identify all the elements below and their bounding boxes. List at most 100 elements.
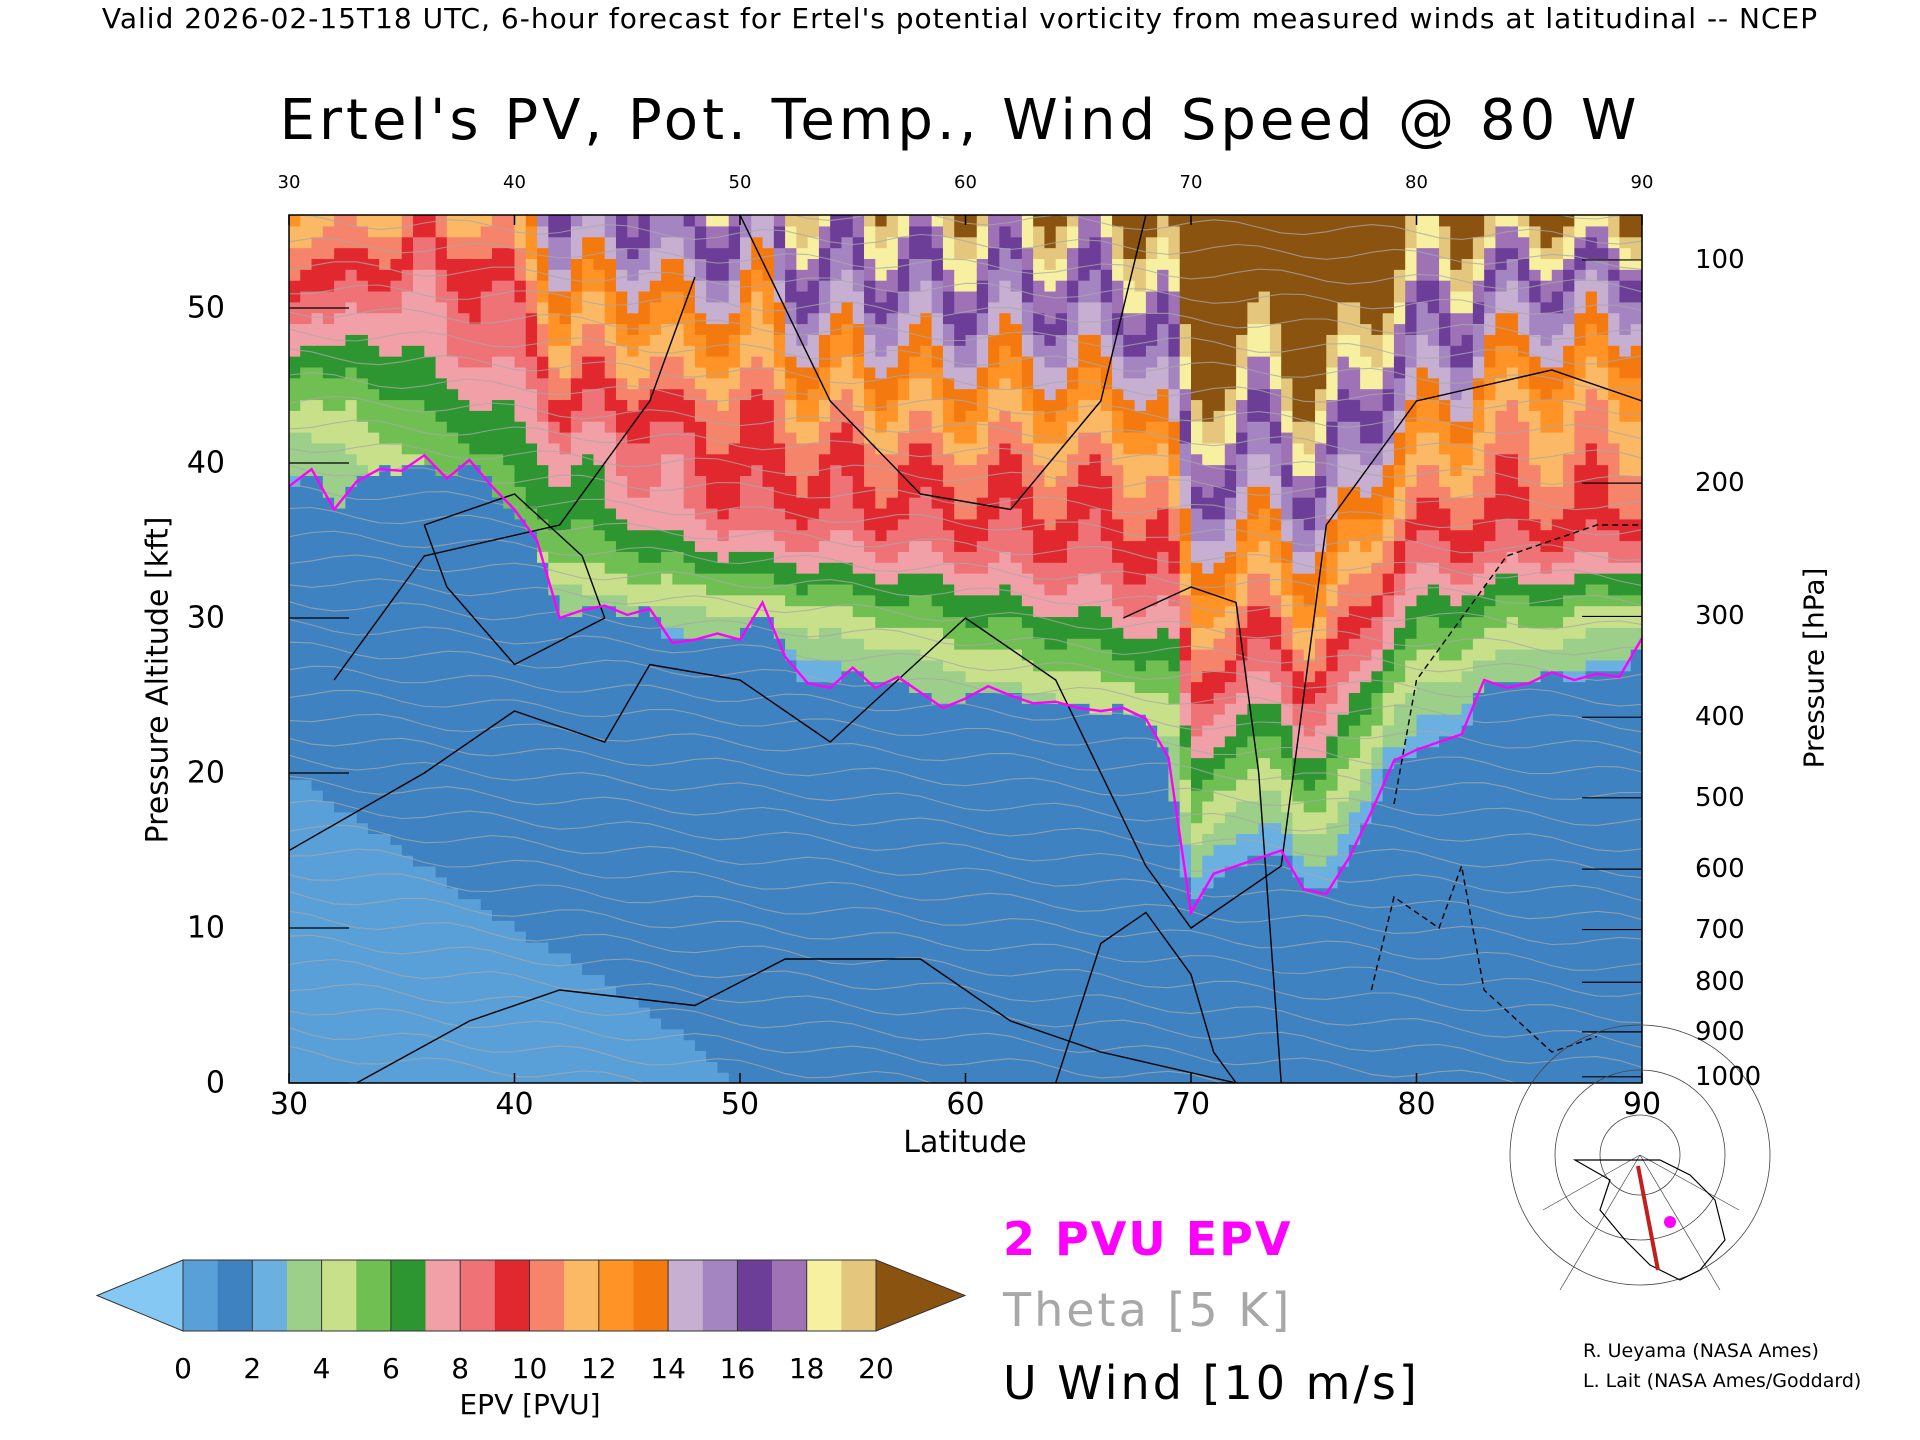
pv-cell (672, 670, 685, 683)
pv-cell (909, 822, 921, 835)
pv-cell (728, 497, 741, 509)
pv-cell (627, 963, 640, 976)
pv-cell (694, 421, 707, 433)
pv-cell (469, 649, 482, 661)
pv-cell (491, 301, 504, 314)
pv-cell (773, 518, 786, 531)
pv-cell (356, 703, 369, 715)
pv-cell (807, 866, 820, 878)
pv-cell (570, 236, 583, 249)
pv-cell (672, 931, 685, 943)
pv-cell (796, 1007, 809, 1019)
pv-cell (909, 638, 921, 650)
pv-cell (570, 616, 583, 628)
pv-cell (424, 735, 437, 748)
pv-cell (480, 866, 493, 878)
pv-cell (807, 887, 820, 900)
pv-cell (334, 822, 346, 835)
pv-cell (920, 258, 933, 270)
pv-cell (965, 790, 978, 802)
pv-cell (311, 323, 324, 335)
pv-cell (537, 366, 549, 379)
pv-cell (627, 1050, 640, 1062)
pv-cell (796, 681, 809, 693)
pv-cell (514, 432, 527, 444)
pv-cell (548, 301, 561, 314)
pv-cell (954, 952, 967, 965)
pv-cell (401, 529, 414, 542)
pv-cell (367, 714, 380, 726)
pv-cell (604, 1039, 617, 1052)
pv-cell (446, 800, 459, 813)
pv-cell (706, 366, 719, 379)
pv-cell (469, 703, 482, 715)
pv-cell (683, 855, 696, 867)
pv-cell (672, 605, 685, 618)
pv-cell (300, 1039, 313, 1052)
pv-cell (807, 822, 820, 835)
pv-cell (762, 735, 775, 748)
pv-cell (728, 724, 741, 737)
pv-cell (875, 963, 888, 976)
pv-cell (694, 703, 707, 715)
pv-cell (322, 996, 335, 1008)
pv-cell (818, 822, 831, 835)
pv-cell (593, 562, 606, 574)
pv-cell (604, 399, 617, 411)
pv-cell (525, 562, 538, 574)
pv-cell (706, 768, 719, 780)
pv-cell (435, 1028, 448, 1041)
pv-cell (852, 649, 865, 661)
pv-cell (311, 822, 324, 835)
pv-cell (322, 974, 335, 986)
pv-cell (852, 681, 865, 693)
pv-cell (683, 822, 696, 835)
pv-cell (773, 605, 786, 618)
pv-cell (503, 768, 516, 780)
pv-cell (525, 334, 538, 346)
pv-cell (830, 757, 843, 769)
pv-cell (852, 453, 865, 466)
pv-cell (570, 779, 583, 791)
pv-cell (976, 1017, 989, 1030)
pv-cell (582, 920, 595, 932)
pv-cell (559, 790, 572, 802)
pv-cell (683, 594, 696, 607)
pv-cell (300, 909, 313, 921)
pv-cell (289, 768, 301, 780)
pv-cell (818, 941, 831, 954)
pv-cell (830, 540, 843, 552)
pv-cell (593, 692, 606, 704)
pv-cell (672, 410, 685, 422)
pv-cell (356, 866, 369, 878)
pv-cell (920, 855, 933, 867)
pv-cell (965, 855, 978, 867)
pv-cell (706, 442, 719, 455)
pv-cell (446, 323, 459, 335)
pv-cell (683, 616, 696, 628)
pv-cell (322, 225, 335, 238)
pv-cell (604, 931, 617, 943)
pv-cell (435, 323, 448, 335)
pv-cell (694, 779, 707, 791)
pv-cell (965, 800, 978, 813)
pv-cell (864, 1061, 876, 1073)
pv-cell (638, 909, 651, 921)
pv-cell (627, 1061, 640, 1073)
pv-cell (322, 334, 335, 346)
pv-cell (965, 735, 978, 748)
pv-cell (694, 475, 707, 487)
pv-cell (334, 920, 346, 932)
pv-cell (751, 312, 764, 325)
pv-cell (491, 714, 504, 726)
pv-cell (841, 486, 854, 498)
pv-cell (367, 399, 380, 411)
pv-cell (897, 312, 910, 325)
pv-cell (570, 388, 583, 401)
pv-cell (841, 790, 854, 802)
pv-cell (334, 833, 346, 845)
pv-cell (864, 562, 876, 574)
pv-cell (796, 258, 809, 270)
pv-cell (841, 507, 854, 520)
pv-cell (593, 616, 606, 628)
